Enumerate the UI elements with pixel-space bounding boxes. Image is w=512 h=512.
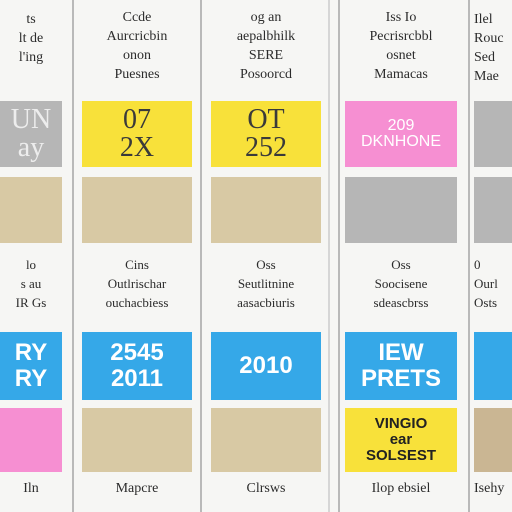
footer-label: Ilop ebsiel xyxy=(371,481,431,496)
tile-gray xyxy=(345,177,457,243)
tile-tan xyxy=(82,177,192,243)
column-1: Ccde Aurcricbin onon Puesnes 07 2X Cins … xyxy=(82,0,192,512)
tile-tan xyxy=(82,408,192,472)
header-text: og an aepalbhilk SERE Posoorcd xyxy=(236,10,296,82)
footer-label: Clrsws xyxy=(246,481,286,496)
tile-gray: UN ay xyxy=(0,101,62,167)
header-text: Ilel Rouc Sed Mae xyxy=(474,12,504,84)
tile-yellow: VINGIO ear SOLSEST xyxy=(345,408,457,472)
tile-pink: 209 DKNHONE xyxy=(345,101,457,167)
mid-text: lo s au IR Gs xyxy=(15,257,47,310)
tile-cyan: 2010 xyxy=(211,332,321,400)
tile-pink xyxy=(0,408,62,472)
tile-yellow: 07 2X xyxy=(82,101,192,167)
tile-gray xyxy=(474,101,512,167)
tile-cyan: 2545 2011 xyxy=(82,332,192,400)
tile-gray xyxy=(474,177,512,243)
divider-3 xyxy=(328,0,330,512)
header-text: ts lt de l'ing xyxy=(18,12,44,65)
tile-cyan: RY RY xyxy=(0,332,62,400)
tile-cyan: IEW PRETS xyxy=(345,332,457,400)
header-text: Iss Io Pecrisrcbbl osnet Mamacas xyxy=(369,10,433,82)
column-0: ts lt de l'ing UN ay lo s au IR Gs RY RY… xyxy=(0,0,62,512)
tile-yellow: OT 252 xyxy=(211,101,321,167)
tile-tan xyxy=(0,177,62,243)
mid-text: Cins Outlrischar ouchacbiess xyxy=(105,257,169,310)
footer-label: Iln xyxy=(23,481,39,496)
mid-text: 0 Ourl Osts xyxy=(474,257,498,310)
divider-1 xyxy=(72,0,74,512)
tile-cyan xyxy=(474,332,512,400)
column-3: Iss Io Pecrisrcbbl osnet Mamacas 209 DKN… xyxy=(345,0,457,512)
tile-tan xyxy=(211,177,321,243)
tile-tan xyxy=(474,408,512,472)
footer-label: Mapcre xyxy=(115,481,159,496)
divider-5 xyxy=(468,0,470,512)
header-text: Ccde Aurcricbin onon Puesnes xyxy=(106,10,168,82)
divider-2 xyxy=(200,0,202,512)
column-2: og an aepalbhilk SERE Posoorcd OT 252 Os… xyxy=(211,0,321,512)
mid-text: Oss Seutlitnine aasacbiuris xyxy=(237,257,295,310)
mid-text: Oss Soocisene sdeascbrss xyxy=(373,257,429,310)
column-4: Ilel Rouc Sed Mae 0 Ourl Osts Isehy xyxy=(474,0,512,512)
footer-label: Isehy xyxy=(474,481,505,496)
divider-4 xyxy=(338,0,340,512)
tile-tan xyxy=(211,408,321,472)
